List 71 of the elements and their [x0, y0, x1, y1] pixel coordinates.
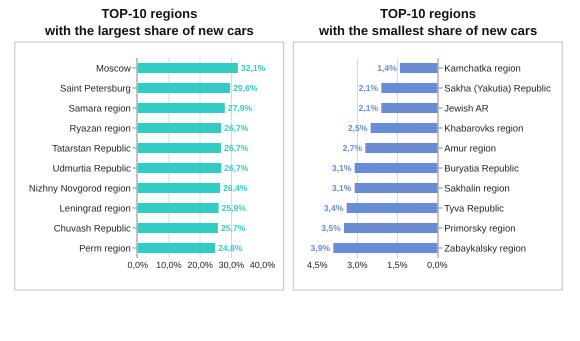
bar: [354, 163, 438, 173]
data-label: 26,7%: [224, 162, 249, 173]
data-label: 2,1%: [358, 102, 378, 113]
data-label: 3,4%: [324, 202, 344, 213]
x-tick-label: 4,5%: [307, 260, 328, 270]
bar: [370, 123, 438, 133]
bar: [138, 163, 222, 173]
data-label: 25,9%: [222, 202, 246, 213]
y-tick-label: Tatarstan Republic: [52, 143, 132, 154]
x-tick-label: 30,0%: [218, 260, 244, 270]
x-tick-label: 3,0%: [347, 260, 368, 270]
y-tick-label: Primorsky region: [444, 223, 516, 234]
data-label: 3,9%: [310, 242, 330, 253]
y-tick-label: Zabaykalsky region: [444, 243, 526, 254]
y-tick-label: Sakha (Yakutia) Republic: [444, 83, 551, 94]
bar: [344, 223, 438, 233]
bar: [400, 63, 438, 73]
y-tick-label: Ryazan region: [70, 123, 131, 134]
y-tick-label: Jewish AR: [444, 103, 489, 114]
data-label: 26,7%: [224, 142, 249, 153]
y-tick-label: Sakhalin region: [444, 183, 510, 194]
y-tick-label: Nizhny Novgorod region: [28, 183, 131, 194]
y-tick-label: Udmurtia Republic: [52, 163, 132, 174]
data-label: 1,4%: [377, 62, 398, 73]
bar: [138, 83, 230, 93]
y-tick-label: Moscow: [96, 63, 131, 74]
y-tick-label: Kamchatka region: [444, 63, 521, 74]
bar: [138, 223, 218, 233]
data-label: 29,6%: [233, 82, 258, 93]
x-tick-label: 40,0%: [250, 260, 276, 270]
bar: [354, 183, 438, 193]
data-label: 27,9%: [228, 102, 252, 113]
bar: [138, 243, 216, 253]
data-label: 32,1%: [240, 62, 266, 73]
bar: [138, 203, 219, 213]
bar: [365, 143, 438, 153]
data-label: 2,5%: [348, 122, 368, 133]
x-tick-label: 20,0%: [187, 260, 213, 270]
bar: [138, 63, 238, 73]
y-tick-label: Samara region: [68, 103, 131, 114]
bar: [138, 103, 225, 113]
data-label: 26,4%: [223, 182, 248, 193]
data-label: 2,7%: [342, 142, 362, 153]
y-tick-label: Tyva Republic: [444, 203, 504, 214]
y-tick-label: Buryatia Republic: [444, 163, 519, 174]
y-tick-label: Perm region: [79, 243, 131, 254]
chart-title: TOP-10 regions with the largest share of new cars: [44, 6, 254, 38]
data-label: 3,1%: [332, 162, 352, 173]
y-tick-label: Khabarovks region: [444, 123, 524, 134]
data-label: 26,7%: [224, 122, 249, 133]
data-label: 25,7%: [220, 222, 246, 233]
bar: [138, 183, 220, 193]
y-tick-label: Amur region: [444, 143, 496, 154]
x-tick-label: 1,5%: [387, 260, 408, 270]
x-tick-label: 10,0%: [156, 260, 182, 270]
bar: [381, 83, 438, 93]
data-label: 2,1%: [358, 82, 378, 93]
bar: [138, 143, 222, 153]
bar: [138, 123, 222, 133]
bar: [381, 103, 438, 113]
y-tick-label: Chuvash Republic: [54, 223, 132, 234]
bar: [333, 243, 438, 253]
y-tick-label: Saint Petersburg: [60, 83, 131, 94]
data-label: 3,1%: [332, 182, 352, 193]
chart-title: TOP-10 regions with the smallest share of new cars: [318, 6, 538, 38]
bar: [346, 203, 438, 213]
x-tick-label: 0,0%: [127, 260, 148, 270]
x-tick-label: 0,0%: [427, 260, 448, 270]
y-tick-label: Leningrad region: [60, 203, 131, 214]
data-label: 3,5%: [321, 222, 342, 233]
data-label: 24,8%: [218, 242, 243, 253]
